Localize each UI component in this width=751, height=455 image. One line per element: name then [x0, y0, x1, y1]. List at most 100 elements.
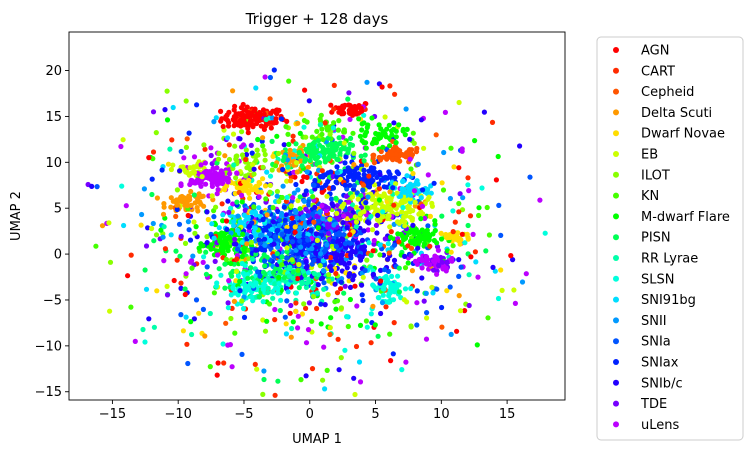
- point-snia: [305, 199, 311, 205]
- point-snib-c: [306, 98, 312, 104]
- point-agn: [260, 107, 267, 113]
- point-kn: [314, 128, 320, 134]
- point-snib-c: [313, 231, 319, 237]
- legend-marker-slsn: [613, 275, 619, 282]
- point-slsn: [383, 273, 389, 280]
- point-cart: [293, 300, 299, 306]
- legend-label-agn: AGN: [641, 44, 669, 59]
- point-ulens: [217, 175, 223, 181]
- point-snii: [261, 368, 267, 374]
- point-snii: [298, 244, 304, 250]
- point-sniax: [439, 304, 445, 311]
- point-kn: [286, 78, 292, 84]
- point-tde: [225, 300, 231, 306]
- point-ilot: [233, 175, 239, 181]
- point-delta-scuti: [198, 194, 205, 200]
- point-sniax: [319, 232, 325, 238]
- point-ulens: [354, 303, 360, 309]
- point-snii: [302, 219, 308, 225]
- point-ulens: [229, 364, 235, 370]
- point-kn: [301, 117, 307, 124]
- point-tde: [382, 236, 388, 242]
- point-agn: [261, 111, 267, 117]
- point-sniax: [414, 288, 420, 294]
- point-snib-c: [391, 120, 397, 126]
- point-eb: [293, 160, 300, 166]
- point-m-dwarf-flare: [226, 234, 232, 240]
- point-delta-scuti: [244, 241, 250, 247]
- point-sniax: [334, 164, 340, 170]
- point-tde: [347, 206, 353, 212]
- point-snib-c: [340, 220, 346, 226]
- point-ilot: [174, 187, 180, 193]
- point-agn: [352, 283, 358, 289]
- point-eb: [393, 181, 399, 187]
- point-slsn: [275, 290, 281, 296]
- point-snib-c: [312, 204, 318, 210]
- point-cepheid: [371, 160, 377, 166]
- chart-title: Trigger + 128 days: [245, 10, 389, 28]
- point-sni91bg: [183, 314, 189, 320]
- legend-label-snii: SNII: [641, 314, 667, 329]
- legend-label-sni91bg: SNI91bg: [641, 293, 696, 308]
- point-dwarf-novae: [270, 153, 276, 159]
- point-agn: [245, 109, 251, 115]
- point-kn: [272, 163, 279, 169]
- point-ulens: [262, 74, 268, 80]
- point-snib-c: [336, 367, 342, 373]
- point-snii: [274, 193, 280, 199]
- point-m-dwarf-flare: [434, 240, 440, 246]
- point-snia: [267, 74, 273, 81]
- point-pisn: [142, 267, 148, 273]
- legend-label-dwarf-novae: Dwarf Novae: [641, 127, 725, 142]
- point-slsn: [119, 183, 125, 189]
- point-cart: [472, 249, 478, 255]
- point-m-dwarf-flare: [376, 197, 382, 203]
- point-m-dwarf-flare: [374, 131, 380, 138]
- point-snia: [277, 217, 283, 223]
- legend-marker-ulens: [613, 421, 619, 428]
- point-snii: [150, 220, 156, 227]
- point-cart: [465, 175, 471, 181]
- point-agn: [336, 105, 342, 111]
- point-snib-c: [332, 281, 338, 287]
- point-slsn: [293, 290, 299, 296]
- x-axis: −15 −10 −5 0 5 10 15: [99, 400, 515, 422]
- point-agn: [301, 174, 307, 180]
- point-pisn: [313, 156, 319, 162]
- point-pisn: [269, 138, 275, 144]
- point-sniax: [345, 165, 351, 171]
- point-rr-lyrae: [286, 273, 292, 279]
- point-delta-scuti: [351, 162, 357, 168]
- point-sniax: [174, 206, 180, 213]
- point-sni91bg: [168, 232, 174, 238]
- point-snib-c: [509, 257, 516, 263]
- point-rr-lyrae: [300, 268, 306, 274]
- point-eb: [409, 215, 415, 221]
- point-pisn: [317, 142, 323, 148]
- point-delta-scuti: [288, 178, 294, 184]
- point-eb: [388, 207, 394, 213]
- point-snib-c: [352, 265, 358, 271]
- point-sniax: [378, 177, 384, 183]
- point-tde: [421, 298, 427, 304]
- point-pisn: [253, 251, 259, 257]
- point-slsn: [239, 239, 245, 245]
- point-kn: [309, 134, 315, 140]
- point-pisn: [245, 275, 251, 281]
- point-kn: [310, 194, 316, 200]
- point-ulens: [422, 215, 428, 221]
- point-sniax: [359, 162, 365, 169]
- point-kn: [387, 331, 393, 337]
- point-cart: [290, 133, 296, 139]
- point-sniax: [361, 167, 367, 173]
- point-pisn: [345, 96, 351, 102]
- point-ulens: [198, 162, 204, 168]
- point-slsn: [242, 263, 248, 269]
- point-snii: [324, 242, 330, 248]
- point-eb: [401, 214, 407, 220]
- point-eb: [394, 211, 400, 217]
- point-snia: [321, 262, 328, 268]
- legend-marker-sniax: [613, 359, 619, 365]
- point-agn: [347, 232, 353, 238]
